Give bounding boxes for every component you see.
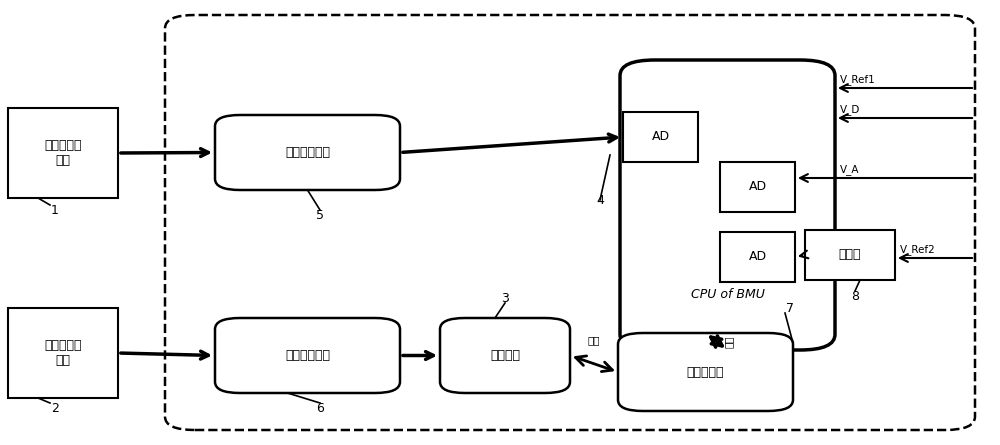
FancyBboxPatch shape [618, 333, 793, 411]
Text: 3: 3 [501, 291, 509, 304]
Text: 8: 8 [851, 290, 859, 303]
FancyBboxPatch shape [623, 112, 698, 162]
FancyBboxPatch shape [8, 108, 118, 198]
Text: 4: 4 [596, 194, 604, 206]
Text: 第一滤波电路: 第一滤波电路 [285, 146, 330, 159]
Text: AD: AD [651, 130, 670, 143]
Text: 2: 2 [51, 401, 59, 414]
Text: AD: AD [748, 181, 767, 194]
FancyBboxPatch shape [805, 230, 895, 280]
Text: 第一温度传
感器: 第一温度传 感器 [44, 139, 82, 167]
Text: 第二滤波电路: 第二滤波电路 [285, 349, 330, 362]
FancyBboxPatch shape [215, 318, 400, 393]
Text: 7: 7 [786, 302, 794, 315]
FancyBboxPatch shape [8, 308, 118, 398]
Text: 通讯: 通讯 [588, 336, 600, 345]
Text: 采样电路: 采样电路 [490, 349, 520, 362]
Text: V_A: V_A [840, 165, 860, 175]
Text: 5: 5 [316, 209, 324, 222]
FancyBboxPatch shape [215, 115, 400, 190]
Text: V_Ref1: V_Ref1 [840, 75, 876, 85]
FancyBboxPatch shape [440, 318, 570, 393]
Text: 1: 1 [51, 203, 59, 217]
Text: V_Ref2: V_Ref2 [900, 245, 936, 255]
FancyBboxPatch shape [620, 60, 835, 350]
Text: 通讯: 通讯 [724, 335, 734, 348]
Text: 基准源: 基准源 [839, 248, 861, 262]
Text: 6: 6 [316, 401, 324, 414]
Text: CPU of BMU: CPU of BMU [691, 288, 764, 302]
FancyBboxPatch shape [720, 232, 795, 282]
Text: V_D: V_D [840, 105, 860, 115]
FancyBboxPatch shape [720, 162, 795, 212]
Text: 第二温度传
感器: 第二温度传 感器 [44, 339, 82, 367]
Text: 数字隔离器: 数字隔离器 [687, 365, 724, 379]
Text: AD: AD [748, 251, 767, 263]
